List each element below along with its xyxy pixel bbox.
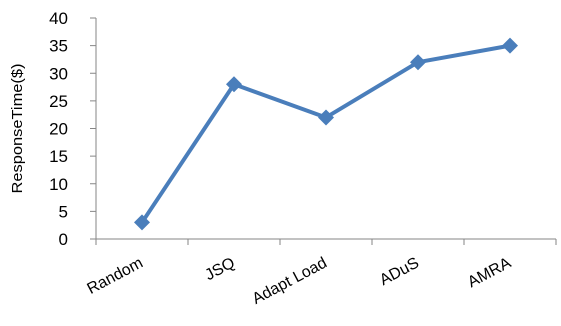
y-tick-label: 15 bbox=[49, 147, 68, 166]
x-category-label: JSQ bbox=[202, 255, 237, 285]
y-tick-label: 0 bbox=[59, 230, 68, 249]
data-point-marker bbox=[502, 37, 518, 54]
x-axis-ticks: Random JSQ Adapt Load ADuS AMRA bbox=[84, 239, 557, 308]
y-tick-label: 25 bbox=[49, 92, 68, 111]
y-tick-label: 35 bbox=[49, 37, 68, 56]
data-point-marker bbox=[134, 214, 150, 231]
x-category-label: Random bbox=[84, 255, 145, 298]
y-tick-label: 20 bbox=[49, 120, 68, 139]
y-axis-label: ResponseTime($) bbox=[9, 63, 26, 193]
y-tick-label: 5 bbox=[59, 202, 68, 221]
y-tick-label: 10 bbox=[49, 175, 68, 194]
y-axis-ticks: 0 5 10 15 20 25 30 35 40 bbox=[49, 9, 96, 249]
x-category-label: Adapt Load bbox=[250, 255, 330, 308]
x-category-label: AMRA bbox=[465, 254, 514, 291]
series-line bbox=[140, 43, 511, 224]
data-point-marker bbox=[226, 76, 242, 93]
data-point-marker bbox=[410, 54, 426, 71]
x-category-label: ADuS bbox=[377, 255, 422, 290]
series-layer bbox=[134, 37, 518, 231]
data-point-marker bbox=[318, 109, 334, 126]
y-tick-label: 40 bbox=[49, 9, 68, 28]
y-tick-label: 30 bbox=[49, 64, 68, 83]
